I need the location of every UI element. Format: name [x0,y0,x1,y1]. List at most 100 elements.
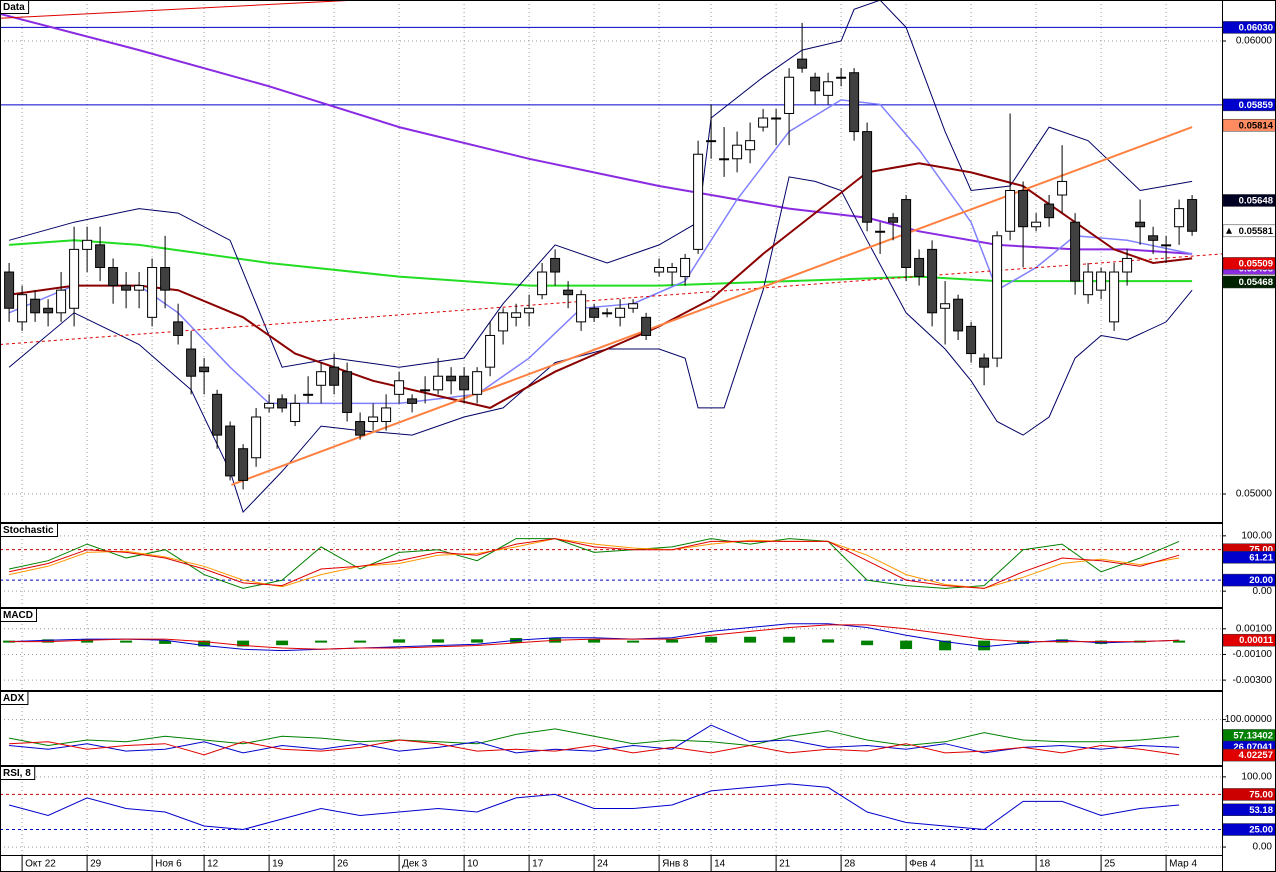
histogram-bar [666,639,679,643]
x-tick-label: 10 [467,859,479,870]
candle-body [771,117,782,120]
indicator-line [9,728,1180,747]
histogram-bar [978,640,991,651]
candle-body [147,267,158,318]
candle-body [173,321,184,336]
candle-body [1018,189,1029,228]
x-tick-label: 11 [974,859,985,870]
histogram-bar [939,640,952,651]
candle-body [511,312,522,318]
candle-body [1161,244,1172,247]
price-tag-label: 25.00 [1249,825,1273,836]
candle-body [355,421,366,436]
price-tag-label: 61.21 [1249,552,1273,563]
histogram-bar [198,640,211,647]
histogram-bar [861,640,874,646]
panel-plot [0,0,1222,522]
histogram-bar [315,640,328,643]
x-tick-label: 19 [272,859,284,870]
price-tag-label: 26.07041 [1233,742,1273,753]
x-tick-label: Дек 3 [402,859,427,870]
candle-body [628,303,639,309]
candle-body [433,375,444,391]
candle-body [732,144,743,160]
x-tick-label: 12 [207,859,219,870]
candle-body [784,76,795,114]
x-tick-label: 14 [714,859,726,870]
candle-body [1174,208,1185,228]
candle-body [329,366,340,386]
price-tag-label: 0.00011 [1239,635,1274,646]
candle-body [498,312,509,332]
x-tick-label: 18 [1039,859,1051,870]
candle-body [381,407,392,423]
candle-body [303,393,314,396]
price-tag-label: 0.05581 [1239,226,1274,237]
candle-body [797,58,808,69]
histogram-bar [1017,640,1030,644]
histogram-bar [276,640,289,646]
candle-body [641,316,652,336]
x-tick-label: Мар 4 [1169,859,1197,870]
candle-body [17,294,28,323]
panel-title: RSI, 8 [3,768,31,779]
candle-body [446,375,457,382]
histogram-bar [1056,639,1069,643]
candle-body [485,334,496,368]
candle-body [472,371,483,395]
candle-body [459,375,470,391]
panel-title: ADX [3,693,24,704]
candle-body [914,257,925,278]
histogram-bar [42,639,55,643]
x-tick-label: 25 [1104,859,1116,870]
indicator-line [0,0,353,19]
histogram-bar [237,640,250,647]
price-tag-label: 53.18 [1249,805,1273,816]
histogram-bar [120,640,133,643]
histogram-bar [744,636,757,643]
x-tick-label: Ноя 6 [155,859,182,870]
y-tick-label: 0.00100 [1236,623,1273,634]
candle-body [1109,271,1120,323]
price-tag-label: 20.00 [1249,575,1273,586]
candle-body [563,289,574,296]
y-tick-label: 0.00 [1253,586,1273,597]
indicator-line [8,783,1180,831]
candle-body [69,248,80,309]
indicator-line [231,126,1193,486]
candle-body [1031,221,1042,228]
panel-plot [0,766,1222,855]
candle-body [199,366,210,373]
indicator-line [9,724,1180,754]
y-tick-label: 0.00 [1253,842,1273,853]
up-arrow-icon [1226,227,1232,234]
candle-body [693,153,704,250]
price-tag-label: 57.13402 [1233,730,1273,741]
indicator-line [9,739,1180,756]
candle-body [1096,271,1107,291]
price-tag-label: 75.00 [1249,789,1273,800]
candle-body [1070,221,1081,282]
candle-body [550,257,561,273]
candle-body [758,117,769,128]
y-tick-label: 100.00000 [1225,714,1273,725]
indicator-line [9,623,1180,652]
indicator-line [8,176,1193,514]
histogram-bar [588,639,601,643]
indicator-line [0,253,1222,345]
panel-plot [0,608,1222,690]
x-tick-label: 17 [532,859,544,870]
candle-body [836,76,847,79]
candle-body [745,140,756,151]
candle-body [1122,257,1133,273]
candle-body [212,393,223,436]
candle-body [615,307,626,318]
histogram-bar [705,636,718,643]
candle-body [264,402,275,409]
candle-body [186,348,197,377]
candle-body [160,267,171,291]
price-tag-label: 0.05648 [1239,195,1273,206]
candle-body [277,398,288,409]
candle-body [823,81,834,96]
